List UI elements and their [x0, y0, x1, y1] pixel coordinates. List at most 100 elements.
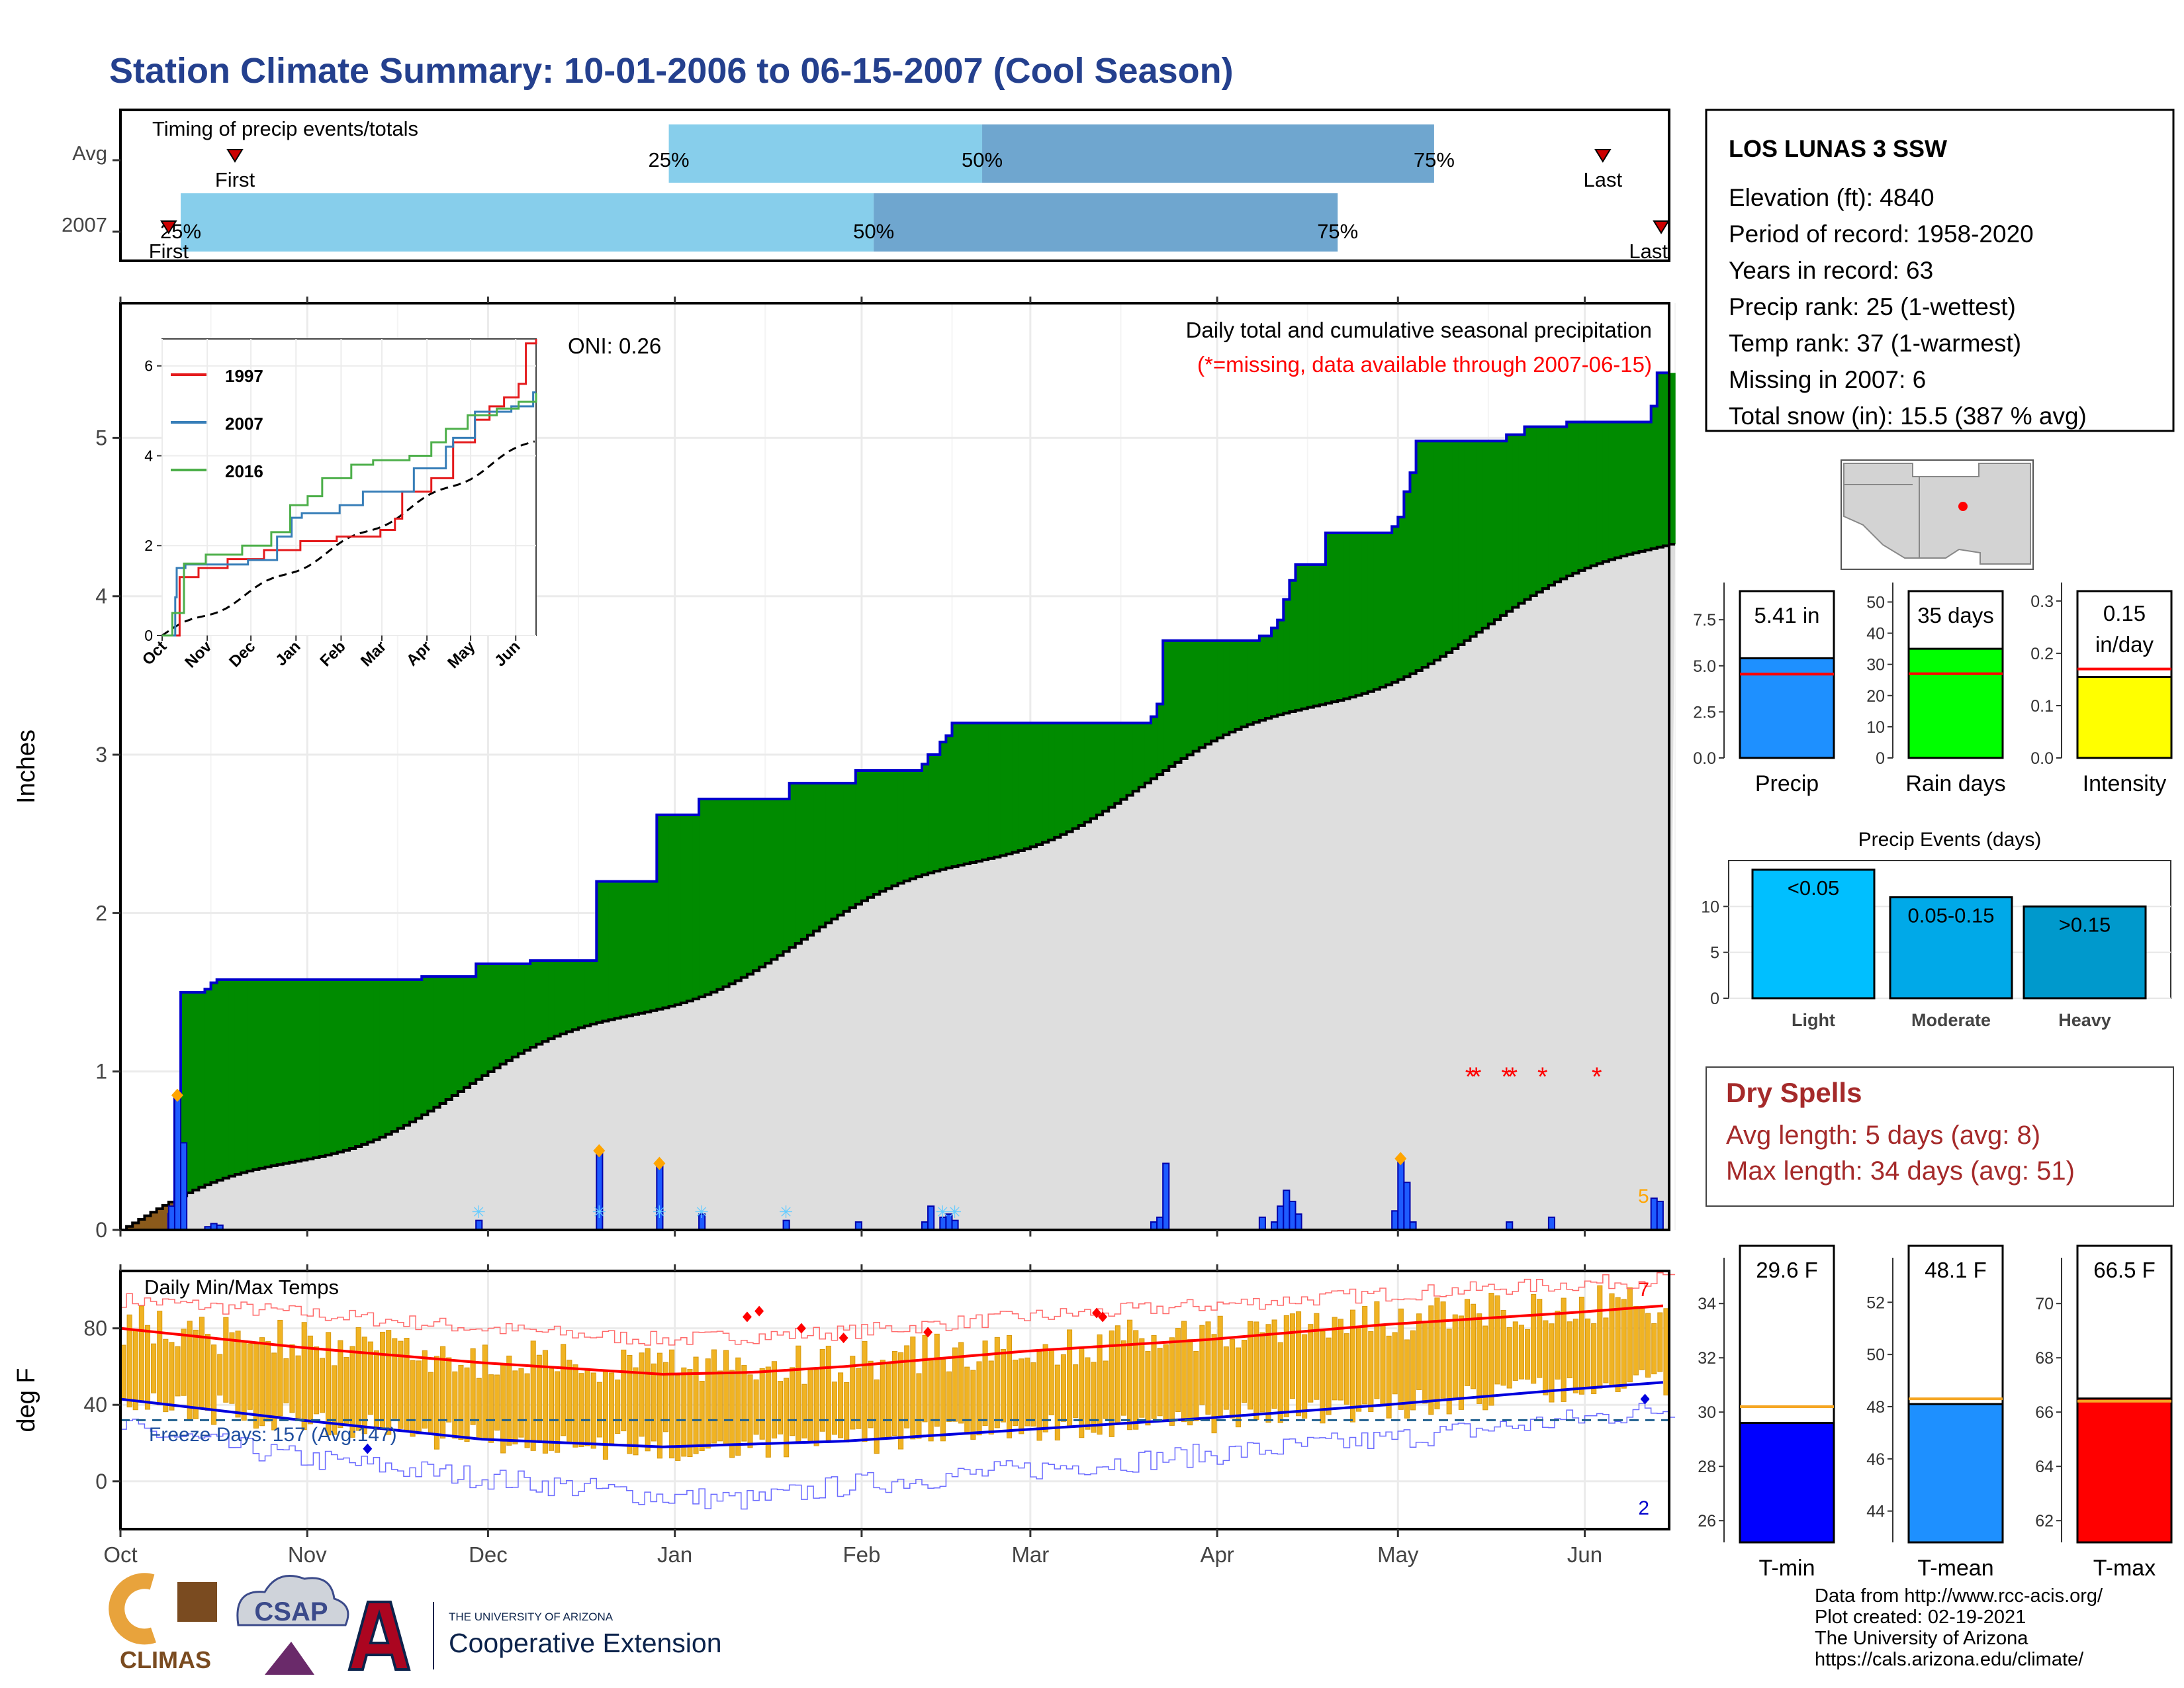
daily-temp-range-bar [717, 1370, 723, 1442]
daily-temp-range-bar [723, 1350, 729, 1446]
daily-temp-range-bar [584, 1368, 590, 1446]
daily-precip-bar [1162, 1162, 1170, 1231]
daily-temp-range-bar [1248, 1321, 1253, 1410]
footer: Data from http://www.rcc-acis.org/ Plot … [1815, 1585, 2103, 1670]
cum-surplus-day [247, 979, 253, 1172]
cum-surplus-day [1078, 723, 1085, 825]
bar-ytick-label-Intensity: 0.0 [2030, 749, 2054, 768]
cum-surplus-day [1326, 533, 1332, 704]
cum-surplus-day [548, 961, 555, 1039]
bar-ytick-label-Precip: 7.5 [1693, 611, 1716, 630]
daily-temp-range-bar [572, 1364, 578, 1448]
cum-surplus-day [542, 961, 549, 1042]
cum-surplus-day [1024, 723, 1031, 849]
missing-day-marker: * [1592, 1062, 1602, 1092]
cum-surplus-day [476, 963, 482, 1080]
daily-temp-range-bar [1302, 1334, 1308, 1419]
cum-surplus-day [795, 783, 802, 944]
daily-temp-range-bar [904, 1345, 910, 1429]
cum-surplus-day [1187, 640, 1194, 755]
daily-temp-range-bar [886, 1362, 891, 1438]
daily-temp-range-bar [1645, 1313, 1651, 1378]
precip-ytick-label-4: 4 [95, 585, 107, 608]
cum-surplus-day [1042, 723, 1049, 843]
daily-temp-range-bar [1320, 1331, 1326, 1424]
daily-temp-range-bar [1458, 1315, 1464, 1410]
cum-surplus-day [1584, 422, 1592, 569]
cum-surplus-day [686, 814, 694, 1002]
daily-temp-range-bar [1657, 1312, 1663, 1372]
daily-temp-range-bar [1013, 1360, 1019, 1427]
daily-temp-range-bar [729, 1370, 735, 1458]
cum-surplus-day [1229, 640, 1236, 732]
daily-temp-range-bar [578, 1373, 584, 1447]
cum-surplus-day [1548, 426, 1555, 586]
cum-deficit-day [144, 1215, 152, 1230]
daily-temp-range-bar [1488, 1293, 1494, 1406]
daily-temp-range-bar [1277, 1342, 1283, 1423]
daily-temp-range-bar [555, 1371, 561, 1453]
daily-temp-range-bar [994, 1336, 1000, 1429]
cum-surplus-day [1144, 723, 1152, 783]
dry-spells-panel: Dry Spells Avg length: 5 days (avg: 8) M… [1706, 1066, 2174, 1207]
footer-line-2: Plot created: 02-19-2021 [1815, 1607, 2026, 1628]
daily-temp-range-bar [536, 1354, 542, 1442]
cum-surplus-day [1404, 491, 1411, 677]
daily-temp-range-bar [241, 1341, 247, 1421]
normal-cumulative-line [120, 543, 1676, 1231]
precip-ytick-label-2: 2 [95, 901, 107, 925]
bar-ytick-label-Rain days: 20 [1866, 687, 1885, 706]
bar-ytick-label-T-mean: 48 [1866, 1398, 1885, 1417]
cum-deficit-day [138, 1219, 146, 1230]
daily-temp-range-bar [801, 1383, 807, 1438]
daily-temp-range-bar [235, 1331, 241, 1418]
daily-temp-range-bar [271, 1352, 277, 1430]
record-max-envelope [120, 1272, 1676, 1346]
cum-surplus-day [1392, 526, 1398, 682]
extreme-precip-marker [1394, 1152, 1407, 1166]
daily-temp-range-bar [1036, 1351, 1042, 1441]
timing-last-label-2007: Last [1629, 240, 1668, 263]
ua-logo-big-text: Cooperative Extension [449, 1628, 722, 1658]
station-line-temp-rank: Temp rank: 37 (1-warmest) [1729, 330, 2021, 357]
bar-value-label2-Intensity: in/day [2095, 632, 2154, 657]
daily-temp-range-bar [1446, 1329, 1452, 1415]
daily-temp-range-bar [1151, 1335, 1157, 1419]
cum-surplus-day [1349, 533, 1357, 698]
daily-temp-range-bar [283, 1358, 289, 1403]
cum-surplus-day [874, 770, 880, 895]
daily-temp-range-bar [838, 1372, 844, 1438]
daily-temp-range-bar [1259, 1332, 1265, 1413]
bar-value-T-mean [1907, 1403, 2004, 1544]
footer-line-1: Data from http://www.rcc-acis.org/ [1815, 1585, 2103, 1607]
daily-temp-range-bar [1175, 1328, 1181, 1413]
cum-surplus-day [343, 979, 350, 1150]
daily-temp-range-bar [1482, 1325, 1488, 1411]
daily-temp-range-bar [422, 1350, 428, 1429]
events-bar-Moderate [1889, 896, 2013, 1000]
daily-precip-bar [180, 1142, 188, 1231]
daily-temp-range-bar [1549, 1323, 1555, 1403]
cum-surplus-day [988, 723, 995, 859]
cum-surplus-day [241, 979, 248, 1173]
daily-temp-range-bar [1356, 1327, 1362, 1412]
csap-mountain-icon [265, 1642, 314, 1675]
daily-precip-bar [173, 1094, 182, 1231]
station-line-snow: Total snow (in): 15.5 (387 % avg) [1729, 402, 2087, 430]
cum-surplus-day [915, 770, 923, 877]
cum-surplus-day [759, 799, 766, 967]
missing-day-marker: * [1507, 1062, 1518, 1092]
daily-temp-range-bar [1410, 1330, 1416, 1411]
daily-temp-range-bar [1115, 1325, 1120, 1423]
cum-surplus-day [1054, 723, 1061, 837]
daily-temp-range-bar [1500, 1309, 1506, 1386]
bar-value-T-max [2076, 1397, 2173, 1544]
timing-p25-label-Avg: 25% [649, 148, 690, 171]
cum-surplus-day [1578, 422, 1586, 571]
daily-precip-bar [1258, 1216, 1266, 1231]
daily-temp-range-bar [1091, 1362, 1097, 1433]
cum-surplus-day [657, 814, 664, 1009]
cum-surplus-day [1283, 599, 1290, 714]
daily-temp-range-bar [1603, 1317, 1609, 1383]
